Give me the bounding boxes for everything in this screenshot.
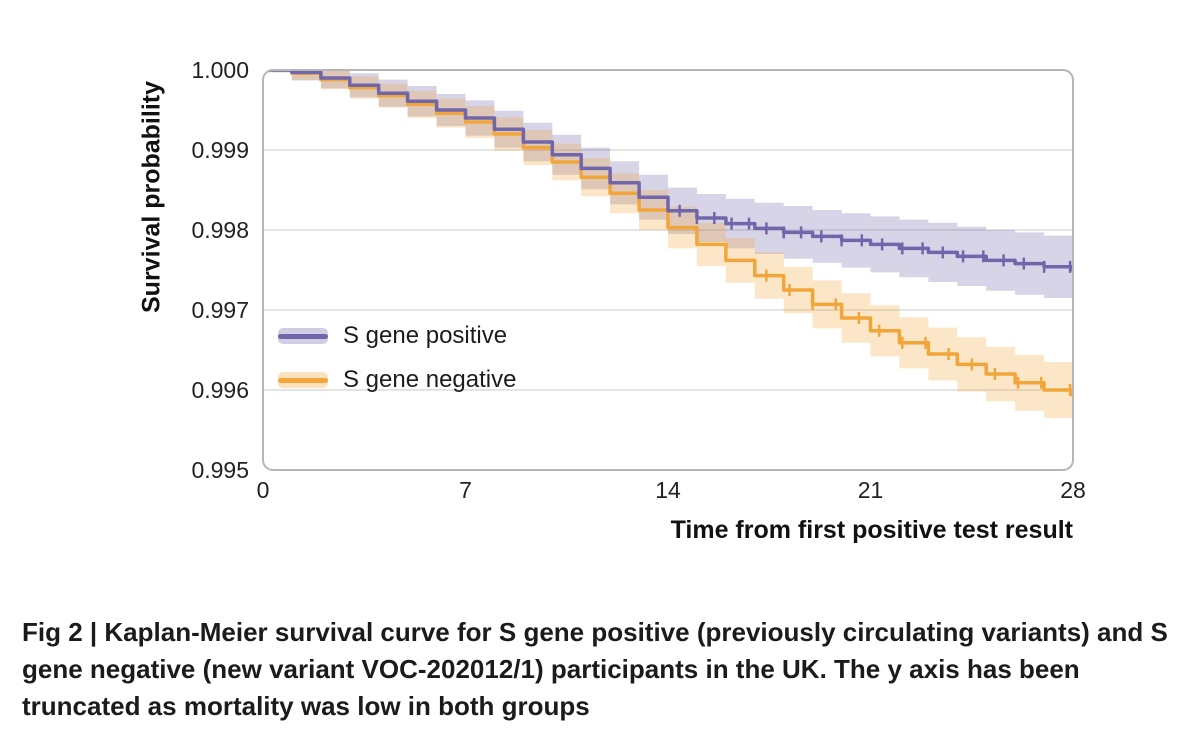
censor-ticks-s-gene-negative [765, 269, 1072, 396]
km-chart-canvas: 1.000 0.999 0.998 0.997 0.996 0.995 0 7 14 21 28 [191, 57, 1086, 503]
legend-row-s-gene-positive: S gene positive [278, 314, 516, 358]
legend-label-s-gene-negative: S gene negative [343, 366, 517, 393]
x-tick-label: 0 [257, 477, 270, 503]
y-tick-label: 0.995 [191, 457, 249, 483]
ci-band-s-gene-negative [263, 70, 1073, 425]
figure-caption: Fig 2 | Kaplan-Meier survival curve for … [22, 617, 1168, 721]
chart-legend: S gene positive S gene negative [278, 314, 516, 402]
x-tick-label: 7 [459, 477, 472, 503]
y-tick-label: 0.999 [191, 137, 249, 163]
legend-swatch-band-positive [278, 328, 328, 344]
x-tick-label: 21 [858, 477, 884, 503]
x-tick-label: 14 [655, 477, 681, 503]
legend-row-s-gene-negative: S gene negative [278, 358, 516, 402]
legend-swatch-line-negative [278, 377, 328, 383]
y-tick-label: 0.997 [191, 297, 249, 323]
x-axis-title: Time from first positive test result [670, 516, 1073, 544]
y-axis-title: Survival probability [137, 80, 166, 314]
legend-swatch-line-positive [278, 333, 328, 339]
censor-ticks-s-gene-positive [678, 204, 1072, 273]
legend-swatch-band-negative [278, 372, 328, 388]
y-tick-label: 0.996 [191, 377, 249, 403]
y-tick-label: 0.998 [191, 217, 249, 243]
x-tick-label: 28 [1060, 477, 1086, 503]
y-tick-label: 1.000 [191, 57, 249, 83]
km-figure: 1.000 0.999 0.998 0.997 0.996 0.995 0 7 14 21 28 S… [137, 57, 1086, 544]
plot-border [262, 69, 1074, 471]
legend-label-s-gene-positive: S gene positive [343, 322, 508, 349]
km-line-s-gene-positive [263, 70, 1073, 272]
